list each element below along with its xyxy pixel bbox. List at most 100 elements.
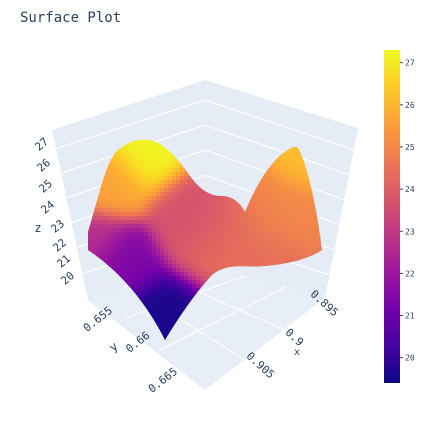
surface-cell [124,204,129,209]
surface-cell [192,264,197,269]
surface-cell [160,180,165,185]
surface-cell [164,272,169,277]
surface-cell [232,252,237,257]
surface-cell [196,244,201,249]
surface-cell [148,156,153,161]
surface-cell [256,252,261,257]
surface-cell [284,240,289,245]
surface-cell [188,176,193,181]
surface-cell [164,332,169,337]
surface-cell [112,224,117,229]
surface-cell [192,184,197,189]
surface-cell [156,212,161,217]
surface-cell [292,248,297,253]
surface-cell [136,260,141,265]
surface-cell [308,236,313,241]
surface-cell [316,312,321,317]
surface-cell [140,300,145,305]
surface-cell [304,316,309,321]
surface-cell [148,280,153,285]
surface-cell [316,324,321,329]
surface-cell [136,272,141,277]
surface-cell [272,260,277,265]
surface-cell [88,336,93,340]
surface-cell [184,300,189,305]
surface-cell [164,156,169,161]
surface-cell [116,260,121,265]
surface-cell [256,248,261,253]
surface-cell [172,212,177,217]
surface-cell [164,184,169,189]
surface-cell [88,308,89,313]
surface-cell [236,204,241,209]
z-tick-label: 23 [48,217,67,235]
surface-cell [264,252,269,257]
surface-cell [112,180,117,185]
surface-cell [156,184,161,189]
surface-cell [296,164,301,169]
surface-cell [172,172,177,177]
surface-cell [188,216,193,221]
surface-cell [108,320,113,325]
surface-cell [144,280,149,285]
surface-cell [176,216,181,221]
surface-cell [100,244,105,249]
surface-cell [144,228,149,233]
surface-cell [120,204,125,209]
surface-cell [200,260,205,265]
surface-cell [284,260,289,265]
surface-cell [156,308,161,313]
surface-cell [180,220,185,225]
surface-cell [116,220,121,225]
surface-cell [272,160,277,165]
surface-cell [248,252,253,257]
surface-cell [296,176,301,181]
surface-cell [268,212,273,217]
surface-cell [128,264,133,269]
surface-cell [128,244,133,249]
surface-cell [168,172,173,177]
surface-cell [104,220,109,225]
surface-cell [124,192,129,197]
surface-cell [88,340,93,345]
surface-cell [300,240,305,245]
surface-cell [276,172,281,177]
surface-cell [168,264,173,269]
surface-cell [120,212,125,217]
surface-cell [284,156,289,161]
surface-cell [280,184,285,189]
surface-cell [136,288,141,293]
surface-cell [96,208,101,213]
surface-cell [196,240,201,245]
surface-cell [260,244,265,249]
surface-cell [176,232,181,237]
surface-cell [112,220,117,225]
surface-cell [288,208,293,213]
surface-cell [204,216,209,221]
surface-cell [128,204,133,209]
surface-cell [232,244,237,249]
surface-cell [304,188,309,193]
surface-cell [136,204,141,209]
surface-cell [156,276,161,281]
surface-cell [256,192,261,197]
surface-cell [260,240,265,245]
surface-cell [116,204,121,209]
surface-cell [140,144,145,149]
surface-cell [284,344,289,349]
surface-cell [272,224,277,229]
surface-cell [128,192,133,197]
surface-cell [140,240,145,245]
surface-cell [212,256,217,261]
surface-cell [312,344,317,349]
surface-cell [216,268,221,273]
surface-cell [324,332,329,337]
surface-cell [144,216,149,221]
surface-cell [248,212,253,217]
surface-cell [284,184,289,189]
surface-cell [180,184,185,189]
surface-cell [156,224,161,229]
surface-cell [312,248,317,253]
